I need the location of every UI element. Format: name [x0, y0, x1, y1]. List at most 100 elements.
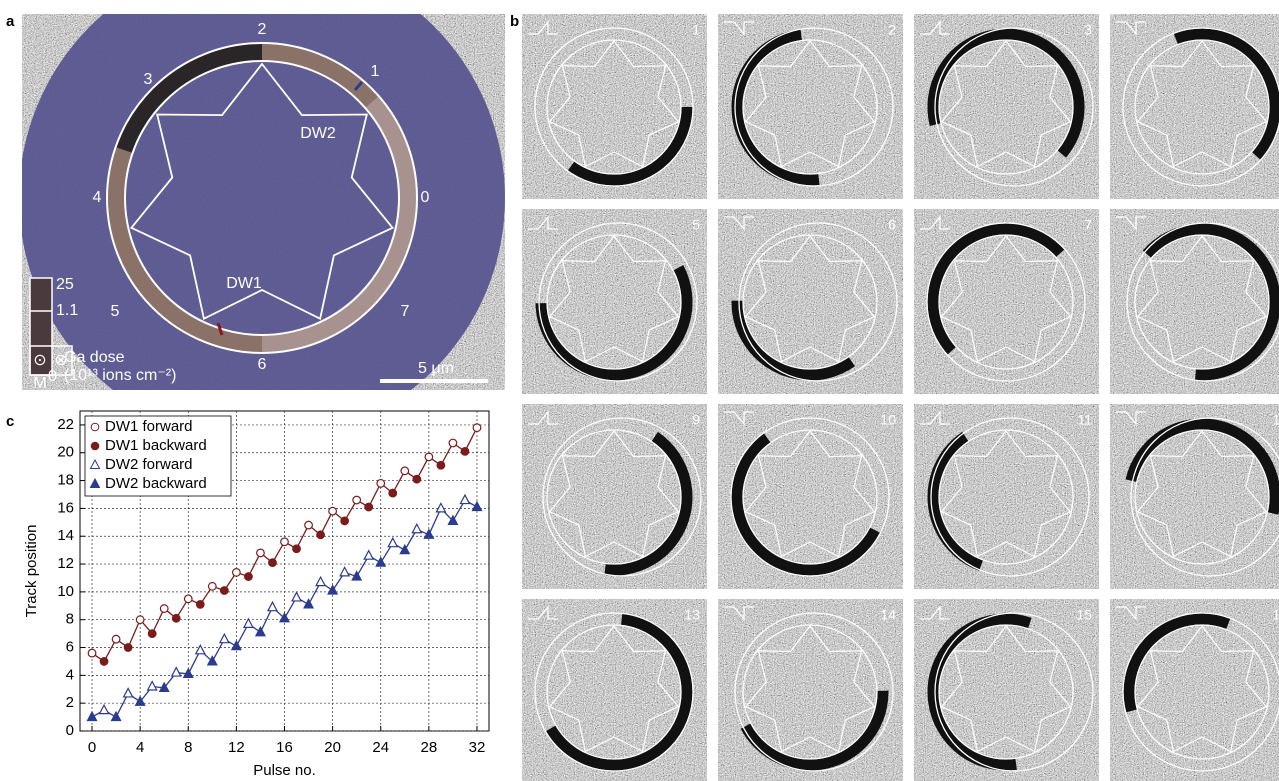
tile: 2	[718, 14, 903, 199]
y-tick-label: 16	[57, 499, 74, 516]
marker	[172, 615, 180, 623]
tile-content: 15	[914, 599, 1099, 781]
marker	[221, 587, 229, 595]
marker	[233, 569, 241, 577]
marker	[112, 635, 120, 643]
position-label: 6	[258, 356, 267, 373]
marker	[244, 619, 253, 628]
position-label: 7	[401, 303, 410, 320]
marker	[365, 503, 373, 511]
marker	[196, 645, 205, 654]
tile: 12	[1110, 404, 1279, 589]
marker	[305, 521, 313, 529]
marker	[413, 475, 421, 483]
marker	[376, 558, 385, 567]
x-tick-label: 24	[372, 739, 389, 756]
y-tick-label: 10	[57, 583, 74, 600]
legend-marker	[91, 423, 99, 431]
tile: 4	[1108, 13, 1279, 202]
tile-content: 12	[1110, 404, 1279, 589]
tile-content: 6	[708, 200, 911, 403]
panel-label: b	[510, 13, 519, 30]
marker	[220, 634, 229, 643]
marker	[136, 616, 144, 624]
marker	[304, 599, 313, 608]
tile-content: 1	[522, 14, 707, 199]
dw-label: DW1	[226, 275, 262, 292]
tile-grid: 12345678910111213141516	[513, 13, 1279, 781]
tile-number: 10	[880, 412, 896, 428]
position-label: 5	[111, 303, 120, 320]
marker	[293, 545, 301, 553]
x-tick-label: 8	[184, 739, 192, 756]
scale-bar-label: 5 μm	[418, 360, 454, 377]
panel-label: a	[6, 13, 15, 30]
tile: 9	[513, 396, 716, 599]
tile-number: 7	[1084, 217, 1092, 233]
legend-label: DW2 forward	[105, 456, 193, 473]
tile-content: 8	[1099, 199, 1279, 405]
tile-content: 9	[513, 396, 716, 599]
x-tick-label: 16	[276, 739, 293, 756]
tile: 13	[522, 599, 707, 781]
legend-label: DW2 backward	[105, 475, 207, 492]
y-axis-label: Track position	[23, 525, 40, 618]
tile-number: 16	[1272, 607, 1279, 623]
marker	[436, 503, 445, 512]
marker	[184, 595, 192, 603]
chart: 0246810121416182022048121620242832Pulse …	[23, 411, 489, 779]
tile-content: 10	[712, 399, 908, 595]
marker	[100, 658, 108, 666]
tile-number: 14	[880, 607, 896, 623]
marker	[401, 467, 409, 475]
figure: a 25 1.1 0 ⊙ ⊗ M Ga dose (10¹³ ions cm⁻²…	[0, 0, 1279, 781]
out-of-plane-symbol: ⊙	[33, 352, 46, 369]
x-axis-label: Pulse no.	[253, 762, 316, 779]
x-tick-label: 4	[136, 739, 144, 756]
colorbar-tick: 0	[48, 368, 57, 385]
x-tick-label: 0	[88, 739, 96, 756]
marker	[124, 644, 132, 652]
marker	[256, 627, 265, 636]
legend-label: DW1 forward	[105, 418, 193, 435]
marker	[317, 531, 325, 539]
tile: 1	[522, 14, 707, 199]
marker	[88, 712, 97, 721]
marker	[148, 630, 156, 638]
legend-label: DW1 backward	[105, 437, 207, 454]
position-label: 0	[421, 189, 430, 206]
page: a 25 1.1 0 ⊙ ⊗ M Ga dose (10¹³ ions cm⁻²…	[0, 0, 1279, 781]
colorbar-unit: (10¹³ ions cm⁻²)	[64, 367, 176, 384]
marker	[209, 583, 217, 591]
tile: 3	[914, 14, 1099, 199]
tile: 5	[515, 203, 712, 400]
x-tick-label: 12	[228, 739, 245, 756]
position-label: 4	[93, 189, 102, 206]
marker	[148, 681, 157, 690]
tile-number: 5	[692, 217, 700, 233]
marker	[461, 448, 469, 456]
magnetization-symbol: M	[33, 375, 46, 392]
y-tick-label: 8	[66, 611, 74, 628]
tile-content: 3	[914, 14, 1099, 199]
marker	[257, 549, 265, 557]
y-tick-label: 12	[57, 555, 74, 572]
marker	[437, 461, 445, 469]
marker	[377, 480, 385, 488]
marker	[412, 524, 421, 533]
tile-content: 5	[515, 203, 712, 400]
panel-label: c	[6, 413, 14, 430]
tile: 6	[708, 200, 911, 403]
position-label: 1	[371, 63, 380, 80]
marker	[353, 496, 361, 504]
tile-content: 4	[1108, 13, 1279, 202]
tile-content: 2	[718, 14, 903, 199]
tile-number: 13	[684, 607, 700, 623]
marker	[341, 517, 349, 525]
marker	[100, 705, 109, 714]
marker	[389, 489, 397, 497]
tile: 14	[718, 599, 903, 781]
marker	[400, 545, 409, 554]
marker	[316, 577, 325, 586]
y-tick-label: 2	[66, 694, 74, 711]
